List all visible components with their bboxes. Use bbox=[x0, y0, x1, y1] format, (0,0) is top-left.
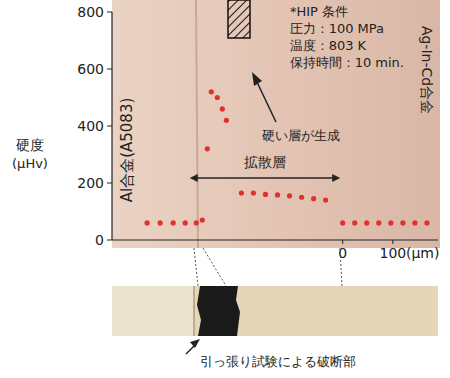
guide bbox=[203, 248, 226, 286]
point bbox=[251, 190, 256, 195]
right-material: Ag-In-Cd合金 bbox=[419, 26, 435, 114]
arrowhead bbox=[252, 72, 262, 86]
y-tick bbox=[107, 240, 112, 241]
point bbox=[220, 106, 225, 111]
point bbox=[145, 220, 150, 225]
condition: 圧力 : 100 MPa bbox=[290, 21, 384, 36]
point bbox=[171, 220, 176, 225]
x-tick-label: 0 bbox=[338, 245, 347, 261]
y-unit: (μHv) bbox=[12, 156, 48, 171]
condition: 保持時間 : 10 min. bbox=[290, 55, 404, 70]
y-label: 硬度 bbox=[16, 137, 44, 153]
x-tick bbox=[392, 240, 393, 244]
point bbox=[424, 220, 429, 225]
point bbox=[275, 192, 280, 197]
arrowhead bbox=[190, 339, 200, 348]
y-tick bbox=[107, 183, 112, 184]
points bbox=[145, 89, 430, 225]
point bbox=[239, 190, 244, 195]
arrow bbox=[256, 80, 276, 122]
strip-interface bbox=[194, 286, 195, 336]
fracture bbox=[197, 286, 240, 336]
guide bbox=[340, 248, 342, 286]
point bbox=[200, 217, 205, 222]
point bbox=[323, 198, 328, 203]
fracture-label: 引っ張り試験による破断部 bbox=[200, 354, 356, 369]
y-tick-label: 0 bbox=[95, 232, 104, 248]
point bbox=[158, 220, 163, 225]
y-tick-label: 800 bbox=[77, 4, 104, 20]
point bbox=[215, 95, 220, 100]
y-tick bbox=[107, 126, 112, 127]
x-label: (μm) bbox=[406, 245, 439, 261]
point bbox=[224, 118, 229, 123]
diffusion-label: 拡散層 bbox=[244, 154, 286, 170]
point bbox=[412, 220, 417, 225]
micrograph bbox=[112, 0, 440, 248]
point bbox=[352, 220, 357, 225]
x-axis bbox=[112, 239, 438, 240]
point bbox=[194, 220, 199, 225]
x-tick-label: 100 bbox=[379, 245, 406, 261]
x-tick bbox=[342, 240, 343, 244]
point bbox=[311, 196, 316, 201]
arrowhead bbox=[190, 174, 198, 182]
y-tick bbox=[107, 12, 112, 13]
strip bbox=[112, 286, 438, 336]
chart: 0 200 400 600 800 0 100(μm) 硬度 (μHv) *HIP 条件圧力 : … bbox=[0, 0, 450, 378]
point bbox=[205, 146, 210, 151]
strip-left bbox=[112, 286, 194, 336]
condition: *HIP 条件 bbox=[290, 4, 348, 19]
point bbox=[340, 220, 345, 225]
interface bbox=[196, 0, 198, 248]
y-tick bbox=[107, 69, 112, 70]
guide bbox=[194, 248, 198, 286]
left-material: Al合金(A5083) bbox=[118, 98, 136, 203]
diffusion-range bbox=[194, 177, 336, 178]
point bbox=[388, 220, 393, 225]
point bbox=[183, 220, 188, 225]
y-tick-label: 400 bbox=[77, 118, 104, 134]
point bbox=[287, 193, 292, 198]
condition: 温度 : 803 K bbox=[290, 38, 367, 53]
y-tick-label: 200 bbox=[77, 175, 104, 191]
hard-layer-label: 硬い層が生成 bbox=[262, 128, 340, 143]
point bbox=[364, 220, 369, 225]
hard-layer-mark bbox=[228, 0, 250, 38]
y-tick-label: 600 bbox=[77, 61, 104, 77]
point bbox=[209, 89, 214, 94]
point bbox=[400, 220, 405, 225]
point bbox=[263, 192, 268, 197]
point bbox=[376, 220, 381, 225]
point bbox=[299, 195, 304, 200]
arrowhead bbox=[332, 174, 340, 182]
